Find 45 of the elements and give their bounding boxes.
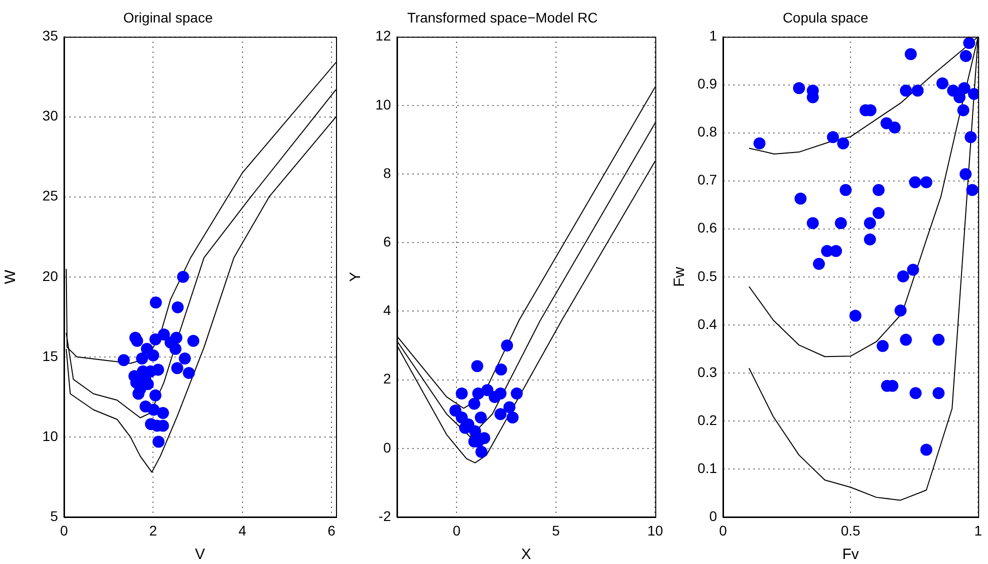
y-tick-label: 10 [42,428,58,444]
y-tick-label: 0.4 [698,316,718,332]
y-tick-label: 0.5 [698,268,718,284]
x-tick-label: 0.5 [840,522,860,538]
chart-title: Copula space [782,9,869,26]
y-tick-label: 0.7 [698,172,718,188]
y-tick-label: 8 [383,164,392,181]
y-tick-label: -2 [378,508,392,524]
y-tick-label: 15 [42,348,58,364]
y-tick-label: 5 [50,508,58,524]
x-tick-label: 10 [647,522,664,538]
y-tick-label: 10 [375,96,392,112]
x-axis-title: Fv [842,546,860,564]
y-tick-label: 0 [383,439,392,456]
x-axis-title: V [194,546,206,564]
y-tick-label: 0.1 [698,460,718,476]
y-axis-title: Y [347,272,364,282]
y-axis-title: Fw [671,266,688,287]
y-tick-label: 4 [383,302,392,318]
x-tick-label: 0 [60,522,68,538]
x-tick-label: 0 [452,522,461,538]
x-axis-title: X [521,546,532,564]
y-tick-label: 1 [709,28,718,44]
chart-title: Transformed space−Model RC [407,9,598,26]
chart-title: Original space [123,9,213,26]
y-tick-label: 2 [383,370,392,387]
y-tick-label: 12 [375,28,392,44]
x-tick-label: 5 [552,522,560,538]
x-tick-label: 4 [238,522,246,538]
x-tick-label: 1 [974,522,982,538]
y-tick-label: 20 [42,268,58,284]
y-tick-label: 6 [383,233,392,250]
y-tick-label: 0.3 [698,364,718,380]
y-tick-label: 35 [42,28,58,44]
y-tick-label: 0 [709,508,718,524]
y-tick-label: 30 [42,108,58,124]
y-tick-label: 0.2 [698,412,718,428]
x-tick-label: 6 [328,522,336,538]
y-tick-label: 25 [42,188,58,204]
y-axis-title: W [2,268,20,284]
x-tick-label: 2 [149,522,158,538]
x-tick-label: 0 [719,522,728,538]
y-tick-label: 0.6 [698,220,718,236]
y-tick-label: 0.9 [698,76,718,92]
y-tick-label: 0.8 [698,124,718,140]
